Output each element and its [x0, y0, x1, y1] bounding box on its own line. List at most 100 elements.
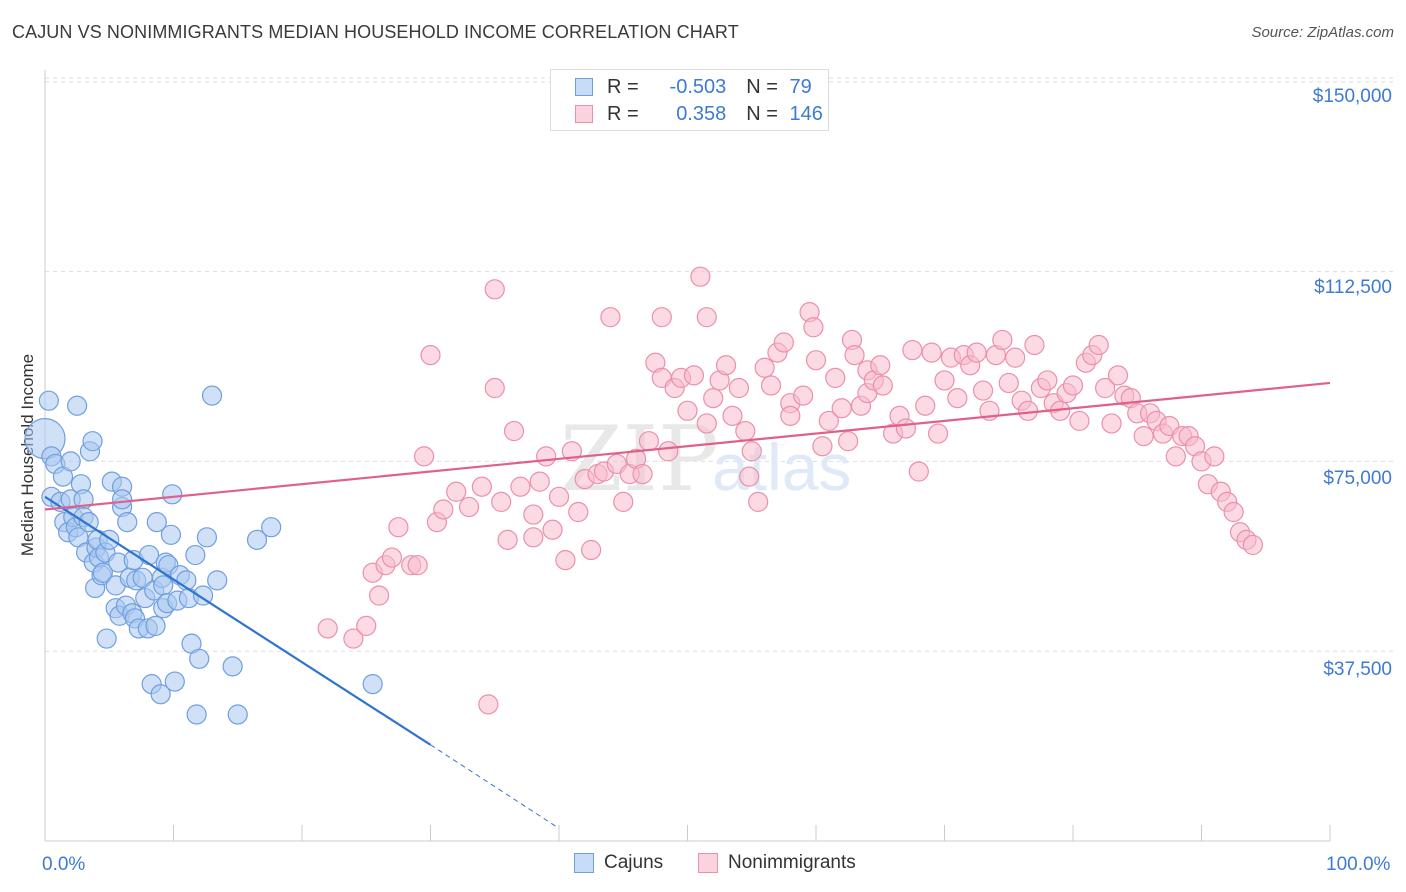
- cajun-point: [153, 575, 174, 596]
- legend-swatch-nonimmigrants: [575, 105, 593, 123]
- bottom-legend-nonimmigrants: Nonimmigrants: [698, 852, 856, 874]
- cajun-point: [150, 684, 171, 705]
- cajun-point: [82, 431, 103, 452]
- nonimmigrant-point: [972, 380, 994, 401]
- nonimmigrant-point: [658, 441, 679, 462]
- nonimmigrant-point: [677, 400, 698, 421]
- nonimmigrant-point: [484, 279, 505, 300]
- cajun-point: [201, 385, 223, 406]
- bottom-legend-label-cajuns: Cajuns: [604, 852, 664, 873]
- nonimmigrant-point: [1069, 410, 1090, 432]
- nonimmigrant-point: [471, 476, 492, 497]
- nonimmigrant-point: [510, 476, 531, 497]
- legend-row-nonimmigrants: R = 0.358 N = 146: [575, 102, 823, 126]
- nonimmigrant-point: [748, 491, 769, 512]
- nonimmigrant-point: [735, 420, 756, 442]
- nonimmigrant-point: [870, 355, 891, 376]
- cajun-point: [111, 489, 133, 510]
- nonimmigrant-point: [638, 431, 660, 452]
- nonimmigrant-point: [927, 423, 949, 444]
- nonimmigrant-point: [760, 375, 782, 396]
- chart-title: CAJUN VS NONIMMIGRANTS MEDIAN HOUSEHOLD …: [12, 22, 739, 42]
- source-label: Source: ZipAtlas.com: [1251, 24, 1394, 41]
- legend-n-label: N =: [746, 102, 778, 125]
- cajun-point: [186, 704, 207, 725]
- nonimmigrant-point: [413, 446, 435, 467]
- nonimmigrant-point: [825, 367, 846, 388]
- nonimmigrant-point: [1062, 375, 1084, 396]
- cajun-point: [261, 517, 282, 538]
- nonimmigrant-point: [728, 377, 750, 399]
- legend-row-cajuns: R = -0.503 N = 79: [575, 75, 812, 99]
- legend-n-label: N =: [746, 75, 778, 98]
- nonimmigrant-point: [1165, 446, 1186, 467]
- cajun-point: [146, 512, 167, 533]
- nonimmigrant-point: [369, 585, 390, 606]
- cajun-point: [92, 562, 113, 583]
- bottom-legend-swatch-nonimmigrants: [698, 853, 718, 873]
- nonimmigrant-point: [632, 463, 653, 485]
- nonimmigrant-point: [998, 372, 1019, 394]
- nonimmigrant-point: [805, 350, 827, 371]
- cajun-point: [117, 512, 138, 533]
- nonimmigrant-point: [388, 517, 409, 538]
- nonimmigrant-point: [966, 342, 987, 363]
- nonimmigrant-point: [818, 410, 839, 432]
- nonimmigrant-point: [503, 420, 525, 442]
- nonimmigrant-point: [872, 375, 893, 396]
- nonimmigrant-point: [722, 405, 743, 426]
- nonimmigrant-point: [773, 332, 794, 353]
- legend-swatch-cajuns: [575, 78, 593, 96]
- cajun-point: [246, 529, 268, 550]
- nonimmigrant-point: [696, 413, 717, 434]
- nonimmigrant-point: [529, 471, 550, 492]
- nonimmigrant-point: [420, 345, 441, 366]
- nonimmigrant-point: [343, 628, 364, 649]
- legend-r-value: -0.503: [669, 75, 727, 98]
- nonimmigrant-point: [497, 529, 518, 550]
- nonimmigrant-point: [581, 539, 602, 561]
- nonimmigrant-point: [433, 499, 454, 520]
- nonimmigrant-point: [1095, 377, 1116, 399]
- nonimmigrant-point: [1088, 334, 1109, 356]
- cajun-point: [60, 451, 81, 472]
- legend-r-value: 0.358: [676, 102, 727, 125]
- nonimmigrant-point: [739, 466, 760, 487]
- nonimmigrant-point: [690, 266, 711, 287]
- nonimmigrant-point: [793, 385, 814, 406]
- nonimmigrant-point: [548, 486, 570, 507]
- nonimmigrant-point: [741, 441, 762, 462]
- nonimmigrant-point: [523, 504, 544, 525]
- nonimmigrant-point: [446, 481, 467, 502]
- nonimmigrant-point: [1133, 426, 1154, 447]
- cajun-point: [362, 674, 383, 695]
- cajun-point: [67, 395, 88, 416]
- nonimmigrant-point: [1107, 365, 1129, 386]
- nonimmigrant-point: [568, 501, 589, 523]
- nonimmigrant-point: [1037, 370, 1058, 391]
- nonimmigrant-point: [831, 398, 852, 419]
- nonimmigrant-point: [536, 446, 557, 467]
- bottom-legend-label-nonimmigrants: Nonimmigrants: [728, 852, 856, 873]
- legend-r-label: R =: [607, 102, 639, 125]
- nonimmigrant-point: [1101, 413, 1122, 434]
- y-tick-label: $150,000: [1312, 86, 1392, 107]
- nonimmigrant-point: [484, 377, 505, 399]
- nonimmigrant-point: [542, 519, 563, 540]
- cajun-trend-extension: [430, 744, 560, 829]
- cajun-point: [196, 527, 218, 548]
- cajun-point: [145, 615, 166, 636]
- cajun-point: [207, 570, 228, 591]
- nonimmigrant-point: [902, 339, 923, 361]
- nonimmigrant-point: [478, 694, 499, 715]
- cajun-point: [164, 671, 185, 692]
- nonimmigrant-point: [561, 441, 582, 462]
- nonimmigrant-point: [613, 491, 634, 512]
- nonimmigrant-point: [555, 550, 576, 571]
- x-tick-label: 100.0%: [1326, 854, 1391, 875]
- nonimmigrant-point: [407, 555, 428, 576]
- nonimmigrant-point: [696, 307, 717, 328]
- nonimmigrant-point: [1024, 334, 1045, 356]
- cajun-point: [227, 704, 248, 725]
